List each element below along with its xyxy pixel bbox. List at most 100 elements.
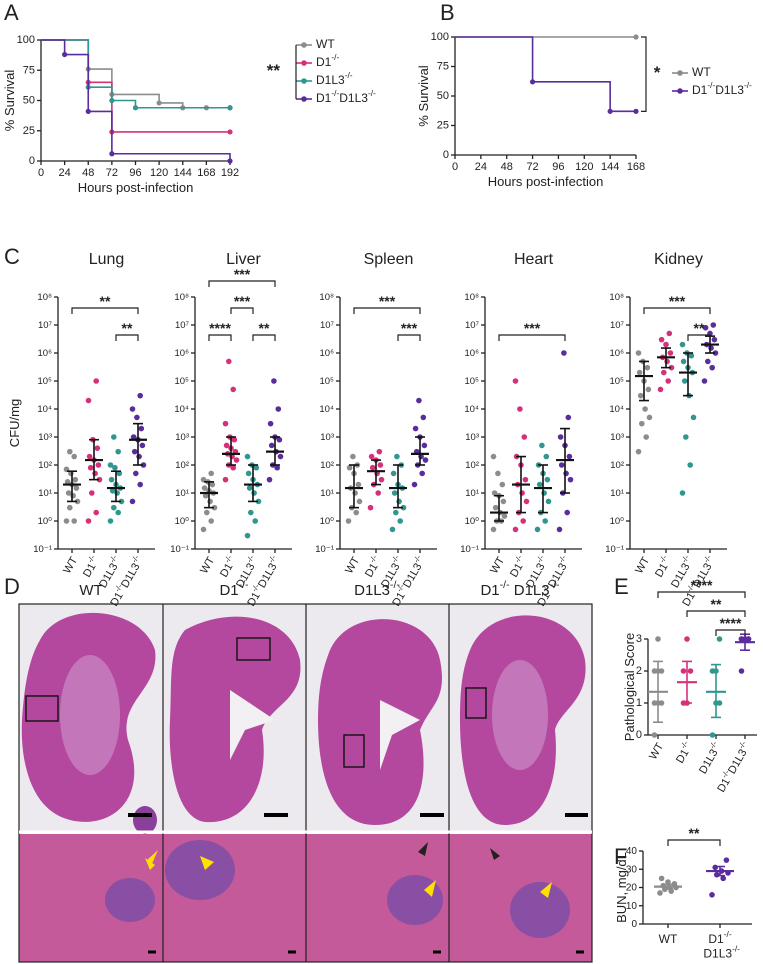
- data-point: [356, 498, 363, 505]
- y-axis-label: BUN, mg/dL: [614, 852, 629, 923]
- y-tick-label: 10¹: [175, 488, 189, 499]
- x-tick-label: 96: [552, 161, 564, 173]
- inset-box: [343, 734, 365, 768]
- data-point: [642, 406, 648, 412]
- data-point: [512, 526, 519, 533]
- data-point: [396, 498, 402, 505]
- significance-bracket: [208, 280, 276, 287]
- data-point: [246, 485, 253, 491]
- legend-marker: [301, 78, 307, 84]
- y-tick-label: 10²: [175, 460, 189, 471]
- y-tick-label: 10⁵: [319, 376, 334, 387]
- data-point: [657, 890, 663, 896]
- data-point: [64, 479, 71, 485]
- legend-marker: [677, 70, 683, 76]
- significance-bracket: [353, 307, 421, 314]
- y-tick-label: 10⁶: [38, 348, 53, 359]
- survival-curve: [455, 36, 636, 113]
- x-tick-label: D1-/-: [650, 553, 674, 580]
- x-tick-label: 24: [475, 161, 487, 173]
- data-point: [536, 481, 543, 488]
- significance-bracket: [643, 307, 711, 314]
- data-point: [499, 481, 506, 488]
- data-point: [255, 498, 262, 505]
- data-point: [201, 485, 208, 491]
- legend-label: D1L3-/-: [316, 70, 353, 87]
- data-point: [635, 350, 642, 356]
- data-point: [71, 518, 77, 524]
- significance-label: *: [654, 64, 661, 83]
- data-point: [390, 470, 397, 477]
- data-point: [655, 636, 661, 642]
- panel-title: Liver: [226, 251, 261, 268]
- data-point: [223, 442, 230, 449]
- data-point: [712, 864, 718, 871]
- data-point: [376, 448, 383, 455]
- data-point: [545, 498, 552, 505]
- x-tick-label: 144: [601, 161, 619, 173]
- data-point: [244, 532, 251, 539]
- data-point: [266, 476, 273, 483]
- y-tick-label: 30: [626, 864, 638, 875]
- significance-bracket: [115, 334, 139, 341]
- data-point: [665, 378, 671, 384]
- data-point: [745, 636, 752, 642]
- x-tick-label: 48: [501, 161, 513, 173]
- x-tick-label: WT: [633, 555, 652, 576]
- significance-label: ***: [234, 266, 251, 282]
- histology-title: WT: [79, 582, 102, 599]
- significance-bracket: [208, 334, 232, 341]
- legend-marker: [301, 60, 307, 66]
- data-point: [72, 476, 79, 483]
- data-point: [664, 358, 670, 365]
- x-tick-label: 0: [38, 167, 44, 179]
- data-point: [523, 498, 530, 505]
- data-point: [87, 464, 94, 471]
- data-point: [651, 700, 658, 706]
- significance-label: **: [689, 825, 700, 841]
- data-point: [139, 442, 146, 449]
- y-tick-label: 10⁴: [174, 404, 189, 415]
- y-tick-label: 10⁵: [464, 376, 479, 387]
- data-point: [252, 518, 258, 524]
- medulla: [60, 655, 120, 775]
- data-point: [720, 875, 726, 882]
- x-tick-label: 24: [59, 167, 71, 179]
- y-tick-label: 40: [626, 846, 638, 857]
- data-point: [645, 386, 652, 393]
- inset-box: [236, 637, 271, 661]
- data-point: [71, 453, 77, 460]
- x-tick-label: 0: [452, 161, 458, 173]
- y-tick-label: 10¹: [320, 488, 334, 499]
- significance-label: **: [711, 596, 722, 612]
- significance-label: ***: [379, 293, 396, 309]
- data-point: [200, 526, 207, 533]
- lesion: [165, 840, 235, 900]
- data-point: [138, 425, 145, 432]
- data-point: [389, 526, 396, 533]
- data-point: [275, 406, 282, 412]
- data-point: [397, 518, 404, 524]
- data-point: [420, 414, 427, 421]
- y-tick-label: 75: [23, 64, 35, 76]
- survival-curve: [41, 39, 230, 109]
- data-point: [355, 481, 362, 488]
- x-tick-label: WT: [488, 555, 507, 576]
- significance-bracket: [498, 334, 566, 341]
- y-tick-label: 10⁸: [174, 292, 189, 303]
- data-point: [248, 509, 254, 516]
- histology-title: D1-/-: [219, 579, 249, 599]
- y-tick-label: 10⁵: [174, 376, 189, 387]
- x-tick-label: 168: [627, 161, 645, 173]
- data-point: [712, 350, 719, 356]
- x-tick-label: WT: [198, 555, 217, 576]
- y-tick-label: 10¹: [465, 488, 479, 499]
- data-point: [67, 448, 73, 455]
- survival-point: [85, 108, 91, 114]
- y-tick-label: 20: [626, 882, 638, 893]
- data-point: [557, 434, 564, 440]
- data-point: [635, 448, 642, 455]
- survival-point: [607, 108, 613, 114]
- y-axis-label: CFU/mg: [7, 399, 22, 447]
- data-point: [422, 457, 429, 463]
